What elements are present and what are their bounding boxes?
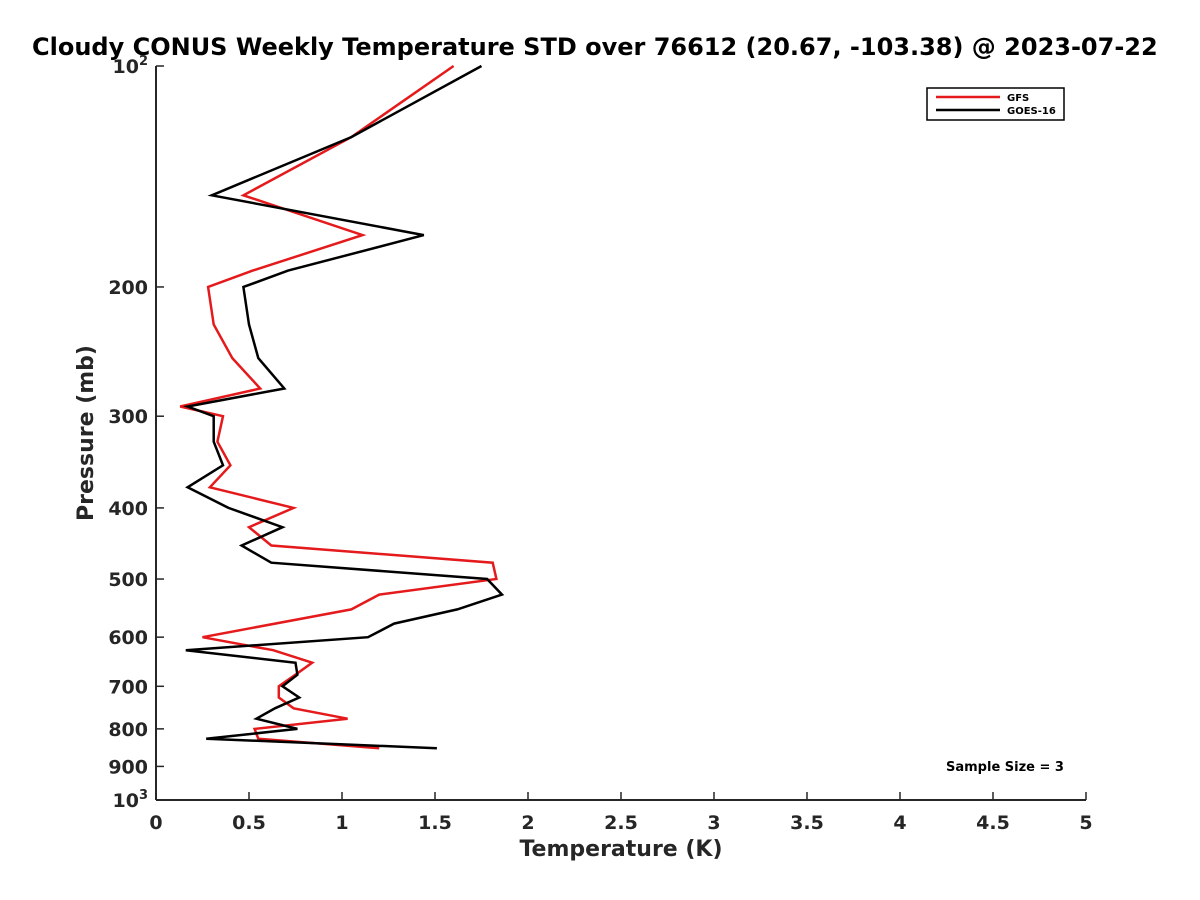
y-tick-label: 200 (108, 277, 148, 299)
x-tick-label: 4.5 (976, 812, 1010, 834)
x-tick-label: 3.5 (790, 812, 824, 834)
y-tick-label: 102 (113, 54, 149, 78)
series-line-0 (179, 64, 498, 750)
x-tick-label: 2.5 (604, 812, 638, 834)
legend-label-gfs: GFS (1007, 93, 1029, 104)
chart-title: Cloudy CONUS Weekly Temperature STD over… (32, 33, 1158, 61)
x-tick-label: 1.5 (418, 812, 452, 834)
y-tick-label: 900 (108, 756, 148, 778)
x-tick-label: 5 (1079, 812, 1092, 834)
x-tick-label: 1 (335, 812, 348, 834)
x-tick-label: 0 (149, 812, 162, 834)
x-axis-label: Temperature (K) (519, 837, 722, 862)
legend-box (926, 87, 1065, 121)
legend-label-goes16: GOES-16 (1007, 106, 1056, 117)
x-tick-label: 4 (893, 812, 906, 834)
y-tick-label: 103 (113, 788, 149, 812)
x-tick-label: 3 (707, 812, 720, 834)
series-line-1 (182, 64, 505, 750)
sample-size-annotation: Sample Size = 3 (946, 760, 1064, 775)
x-tick-label: 0.5 (232, 812, 266, 834)
y-tick-label: 700 (108, 676, 148, 698)
x-tick-label: 2 (521, 812, 534, 834)
series-layer (179, 64, 505, 750)
y-tick-label: 300 (108, 406, 148, 428)
y-tick-label: 500 (108, 569, 148, 591)
y-ticks: 102 200 300 400 500 600 700 800 900 103 (108, 54, 164, 812)
x-ticks: 0 0.5 1 1.5 2 2.5 3 3.5 4 4.5 5 (149, 792, 1093, 834)
legend: GFS GOES-16 (926, 87, 1065, 121)
y-tick-label: 600 (108, 627, 148, 649)
y-tick-label: 800 (108, 719, 148, 741)
y-tick-label: 400 (108, 498, 148, 520)
y-axis-label: Pressure (mb) (74, 345, 99, 521)
